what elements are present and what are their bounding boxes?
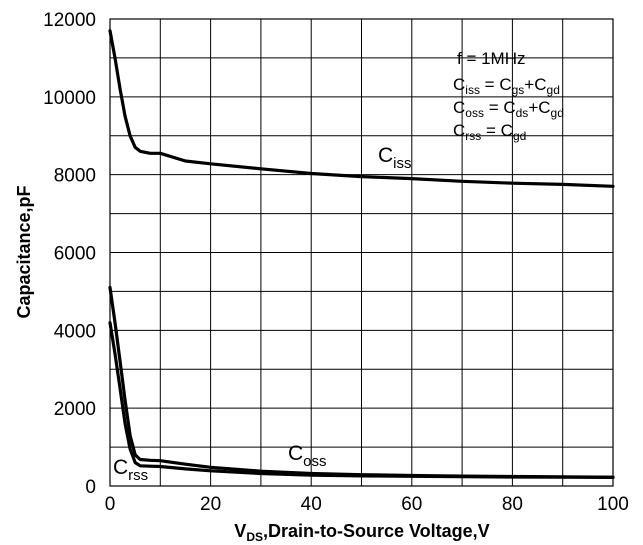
x-axis-label: VDS,Drain-to-Source Voltage,V xyxy=(234,521,489,544)
ann-coss-eq: = C xyxy=(484,98,516,117)
y-tick-label: 12000 xyxy=(43,10,96,31)
coss-label-sub: oss xyxy=(303,453,326,470)
ann-ciss-plus: +C xyxy=(524,75,546,94)
series-line-ciss xyxy=(108,29,615,188)
y-tick-label: 4000 xyxy=(54,321,96,342)
annotation-freq: f = 1MHz xyxy=(457,49,526,68)
x-tick-label: 20 xyxy=(200,494,221,515)
series-label-crss: Crss xyxy=(113,456,148,484)
ann-coss-b-sub: ds xyxy=(516,106,529,120)
y-axis-label: Capacitance,pF xyxy=(14,185,34,318)
ann-coss-plus: +C xyxy=(528,98,550,117)
y-tick-label: 8000 xyxy=(54,166,96,187)
y-tick-label: 0 xyxy=(85,477,96,498)
tick-labels: 0 20 40 60 80 100 0 2000 4000 6000 8000 10000 12000 xyxy=(43,10,629,515)
annotation-crss-formula: Crss = Cgd xyxy=(453,121,526,143)
ann-crss-eq: = C xyxy=(481,121,513,140)
ciss-label-main: C xyxy=(378,144,393,167)
crss-label-main: C xyxy=(113,456,128,479)
x-tick-label: 100 xyxy=(597,494,629,515)
series-line-crss xyxy=(108,321,615,479)
ann-crss-a: C xyxy=(453,121,465,140)
ann-coss-a-sub: oss xyxy=(465,106,484,120)
annotation-box: f = 1MHz Ciss = Cgs+Cgd Coss = Cds+Cgd C… xyxy=(453,49,564,143)
ann-ciss-a: C xyxy=(453,75,465,94)
ann-ciss-a-sub: iss xyxy=(465,83,480,97)
ann-crss-b-sub: gd xyxy=(513,129,526,143)
x-axis-label-v: V xyxy=(234,521,246,541)
ann-crss-a-sub: rss xyxy=(465,129,481,143)
ann-coss-c-sub: gd xyxy=(551,106,564,120)
y-tick-label: 6000 xyxy=(54,244,96,265)
y-tick-label: 2000 xyxy=(54,399,96,420)
x-tick-label: 40 xyxy=(301,494,322,515)
x-axis-label-sub: DS xyxy=(246,530,263,544)
ann-ciss-b-sub: gs xyxy=(512,83,525,97)
ciss-label-sub: iss xyxy=(393,155,411,172)
x-tick-label: 60 xyxy=(401,494,422,515)
series-label-ciss: Ciss xyxy=(378,144,412,172)
ann-ciss-eq: = C xyxy=(480,75,512,94)
crss-label-sub: rss xyxy=(128,467,148,484)
x-axis-label-rest: ,Drain-to-Source Voltage,V xyxy=(263,521,490,541)
x-tick-label: 0 xyxy=(105,494,116,515)
plot-frame xyxy=(109,18,614,487)
annotation-coss-formula: Coss = Cds+Cgd xyxy=(453,98,564,120)
y-tick-label: 10000 xyxy=(43,88,96,109)
series-label-coss: Coss xyxy=(288,442,327,470)
ann-coss-a: C xyxy=(453,98,465,117)
series-lines xyxy=(108,29,615,479)
x-tick-label: 80 xyxy=(502,494,523,515)
coss-label-main: C xyxy=(288,442,303,465)
annotation-ciss-formula: Ciss = Cgs+Cgd xyxy=(453,75,560,97)
ann-ciss-c-sub: gd xyxy=(547,83,560,97)
grid xyxy=(110,19,613,486)
